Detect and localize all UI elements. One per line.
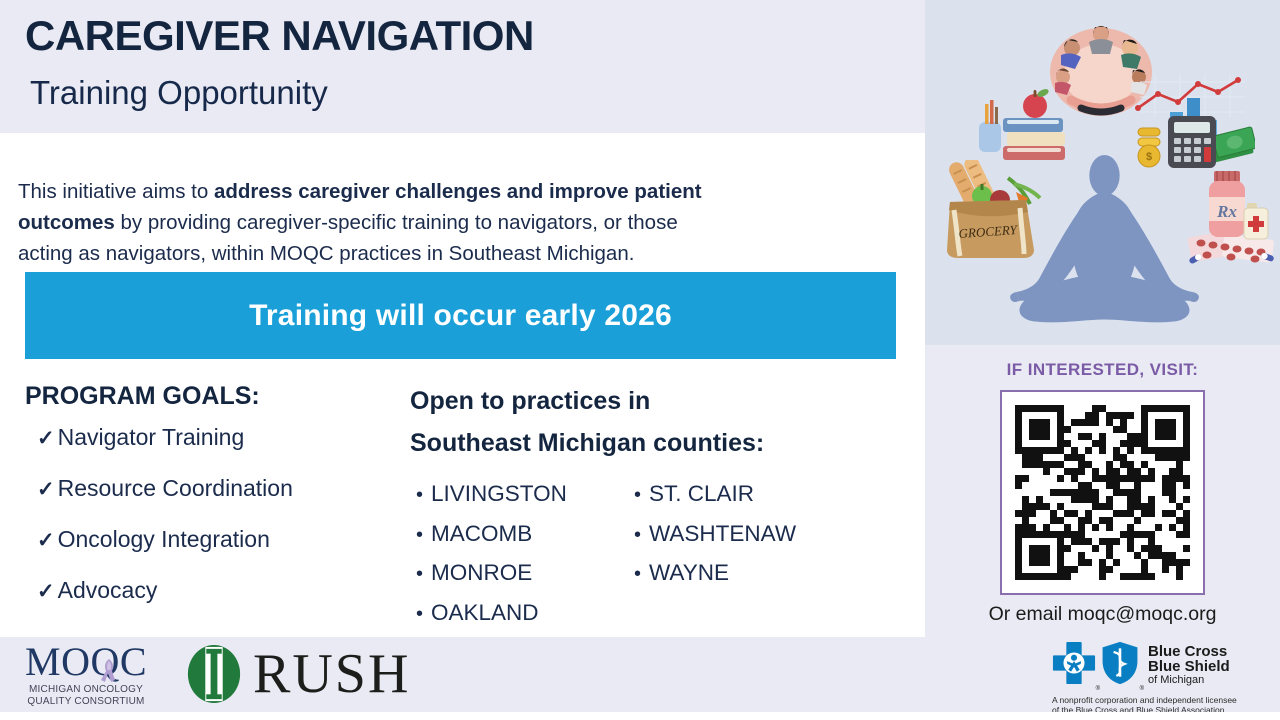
bullet-icon: • [416,563,424,585]
title-band: CAREGIVER NAVIGATION Training Opportunit… [0,0,925,133]
registered-mark: ® [1095,686,1100,692]
county-label: WASHTENAW [649,520,797,546]
blue-shield-icon: ® [1100,641,1144,692]
bcbs-logo-row: ® ® Blue Cross Blue Shield of Michigan [1052,641,1270,692]
county-label: WAYNE [649,560,730,585]
rush-emblem-icon [187,645,241,703]
bullet-icon: • [416,602,424,625]
bcbs-logo-text: Blue Cross Blue Shield of Michigan [1148,644,1230,687]
list-item: ✓ Resource Coordination [37,474,395,504]
bcbs-text-line3: of Michigan [1148,674,1205,686]
counties-heading-line1: Open to practices in [410,387,651,415]
qr-heading: IF INTERESTED, VISIT: [1006,360,1199,379]
list-item: • MONROE [416,554,567,594]
intro-text-2: by providing caregiver-specific training… [114,210,678,234]
counties-heading-line2: Southeast Michigan counties: [410,429,765,457]
bcbs-text-line1: Blue Cross [1148,643,1228,660]
county-label: MONROE [431,560,533,585]
bottom-divider [0,712,1280,720]
counties-column-2: • ST. CLAIR • WASHTENAW • WAYNE [634,475,796,594]
intro-text: This initiative aims to [18,179,214,203]
county-label: OAKLAND [431,599,539,625]
meditation-person-icon [1010,154,1199,323]
counties-heading: Open to practices in Southeast Michigan c… [410,380,910,464]
rx-label: Rx [1216,202,1237,221]
content-area: This initiative aims to address caregive… [0,133,925,637]
bullet-icon: • [416,523,424,546]
list-item: • WAYNE [634,554,796,594]
moqc-logo: MOQC MICHIGAN ONCOLOGY QUALITY CONSORTIUM [25,642,147,707]
list-item: • LIVINGSTON [416,475,567,515]
goal-label: Navigator Training [57,424,245,450]
svg-text:$: $ [1146,151,1152,163]
bcbs-disclaimer-line1: A nonprofit corporation and independent … [1052,695,1237,705]
bcbs-disclaimer: A nonprofit corporation and independent … [1052,695,1270,715]
bcbs-logo: ® ® Blue Cross Blue Shield of Michigan A [1052,641,1270,715]
footer: MOQC MICHIGAN ONCOLOGY QUALITY CONSORTIUM… [0,637,1280,715]
goal-label: Advocacy [57,577,158,603]
checkmark-icon: ✓ [37,580,55,603]
program-goals-section: PROGRAM GOALS: ✓ Navigator Training ✓ Reso… [25,382,395,627]
bullet-icon: • [634,563,642,585]
list-item: • OAKLAND [416,594,567,634]
list-item: • WASHTENAW [634,515,796,555]
rush-logo-text: RUSH [253,643,411,705]
registered-mark: ® [1139,686,1144,692]
rush-logo: RUSH [185,643,410,705]
program-goals-heading: PROGRAM GOALS: [25,382,260,410]
bullet-icon: • [416,484,424,506]
moqc-subtext-line2: QUALITY CONSORTIUM [27,695,145,707]
goal-label: Resource Coordination [57,475,293,501]
county-label: ST. CLAIR [649,481,755,506]
blue-cross-icon: ® [1052,641,1100,692]
intro-paragraph: This initiative aims to address caregive… [18,176,848,269]
program-goals-list: ✓ Navigator Training ✓ Resource Coordinati… [37,423,395,606]
checkmark-icon: ✓ [37,427,55,450]
moqc-subtext-line1: MICHIGAN ONCOLOGY [29,684,143,695]
moqc-logo-subtext: MICHIGAN ONCOLOGY QUALITY CONSORTIUM [25,684,147,707]
checkmark-icon: ✓ [37,478,55,501]
bcbs-text-line2: Blue Shield [1148,658,1230,675]
books-education-icon [979,89,1065,160]
support-group-icon [1050,26,1152,116]
contact-section: IF INTERESTED, VISIT: Or email moqc@moqc… [925,345,1280,626]
intro-text-3: acting as navigators, within MOQC practi… [18,241,635,265]
list-item: • MACOMB [416,515,567,555]
finance-icon: $ [1135,74,1255,168]
training-date-banner: Training will occur early 2026 [25,272,896,359]
bullet-icon: • [634,523,642,546]
list-item: ✓ Oncology Integration [37,525,395,555]
bcbs-disclaimer-line2: of the Blue Cross and Blue Shield Associ… [1052,704,1225,715]
medication-icon: Rx [1187,171,1274,264]
checkmark-icon: ✓ [37,529,55,552]
intro-bold-text-2: outcomes [18,210,115,234]
counties-section: Open to practices in Southeast Michigan c… [410,380,910,625]
qr-code [1000,390,1205,595]
contact-email: Or email moqc@moqc.org [988,603,1217,625]
grocery-bag-icon: GROCERY [947,160,1042,258]
list-item: • ST. CLAIR [634,475,796,515]
illustration-panel: $ [925,0,1280,345]
list-item: ✓ Advocacy [37,576,395,606]
county-label: MACOMB [431,520,533,546]
awareness-ribbon-icon [101,659,115,682]
county-label: LIVINGSTON [431,481,567,506]
counties-column-1: • LIVINGSTON • MACOMB • MONROE • OAKLAND [416,475,567,633]
list-item: ✓ Navigator Training [37,423,395,453]
goal-label: Oncology Integration [57,526,270,552]
bullet-icon: • [634,484,642,506]
banner-text: Training will occur early 2026 [249,298,672,332]
page-title: CAREGIVER NAVIGATION [25,12,534,59]
moqc-logo-text: MOQC [25,639,148,684]
page-subtitle: Training Opportunity [30,74,328,111]
grocery-label: GROCERY [958,222,1019,241]
intro-bold-text: address caregiver challenges and improve… [213,179,702,203]
